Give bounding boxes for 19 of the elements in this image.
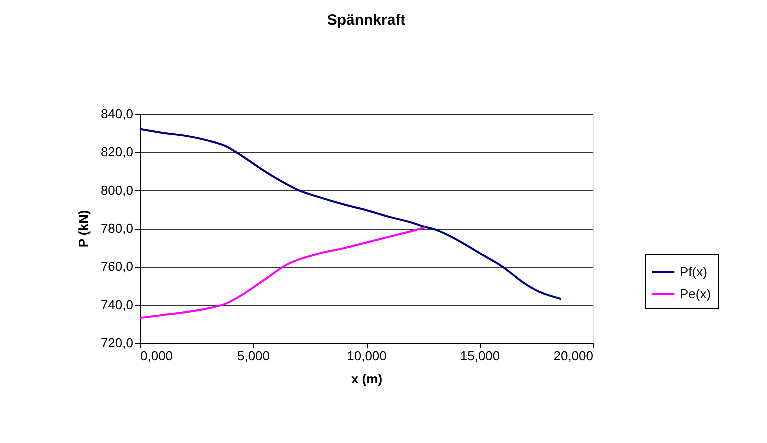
x-tick-label: 10,000 xyxy=(347,348,387,364)
y-tick-label: 720,0 xyxy=(100,336,134,350)
x-tick-label: 5,000 xyxy=(237,348,270,364)
x-tick-label: 20,000 xyxy=(554,348,594,364)
legend-label: Pe(x) xyxy=(680,286,712,302)
y-tick-label: 840,0 xyxy=(100,106,134,122)
y-tick-label: 760,0 xyxy=(100,259,134,274)
y-tick-label: 800,0 xyxy=(100,182,134,198)
y-tick-label: 740,0 xyxy=(100,297,134,312)
y-axis-title: P (kN) xyxy=(76,210,91,248)
y-tick-label: 820,0 xyxy=(100,144,134,160)
line-series xyxy=(139,128,562,300)
legend-label: Pf(x) xyxy=(680,264,708,280)
chart-title: Spännkraft xyxy=(327,12,406,29)
x-tick-label: 15,000 xyxy=(460,348,500,364)
line-series xyxy=(139,226,426,320)
y-tick-label: 780,0 xyxy=(100,221,134,236)
x-tick-label: 0,000 xyxy=(140,348,174,364)
x-axis-title: x (m) xyxy=(351,372,383,386)
